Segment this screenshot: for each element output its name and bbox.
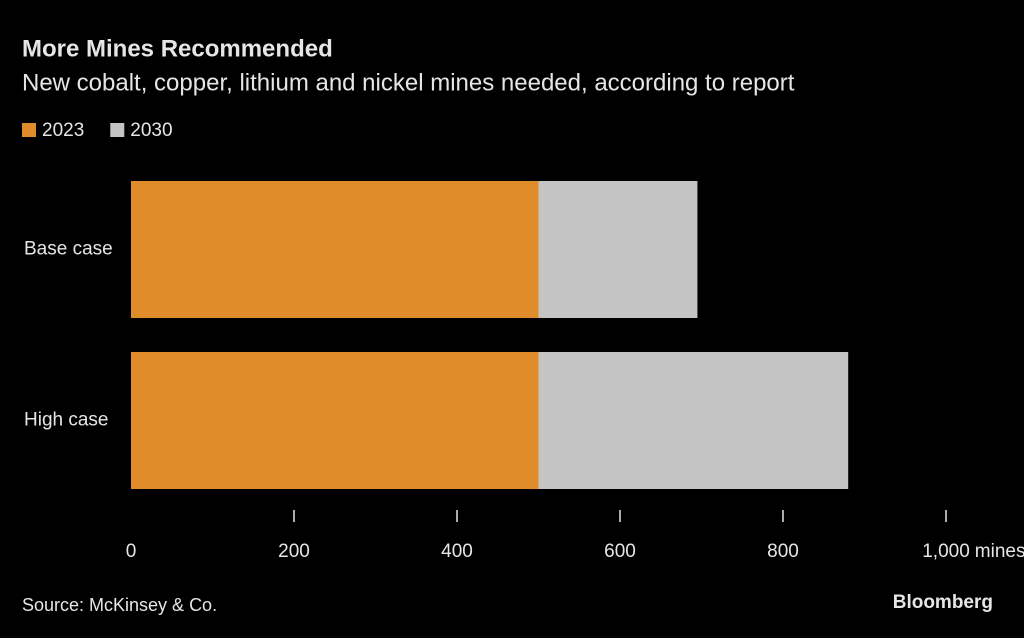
source: Source: McKinsey & Co.	[22, 595, 217, 615]
legend-label: 2030	[130, 120, 172, 141]
legend-swatch	[22, 123, 36, 137]
x-tick-label: 400	[441, 541, 473, 562]
legend-swatch	[110, 123, 125, 137]
chart-title: More Mines Recommended	[22, 35, 333, 62]
y-tick-label: High case	[24, 410, 109, 431]
x-tick-label: 200	[278, 541, 310, 562]
bar-segment	[131, 352, 539, 489]
x-unit: mines	[975, 541, 1024, 562]
bar-segment	[538, 181, 698, 318]
chart-subtitle: New cobalt, copper, lithium and nickel m…	[22, 69, 795, 96]
brand: Bloomberg	[893, 592, 993, 613]
x-tick-label: 800	[767, 541, 799, 562]
bar-segment	[131, 181, 539, 318]
x-tick-label: 1,000	[922, 541, 970, 562]
x-tick-label: 0	[126, 541, 137, 562]
x-tick-label: 600	[604, 541, 636, 562]
y-tick-label: Base case	[24, 239, 113, 260]
bar-segment	[538, 352, 849, 489]
legend-label: 2023	[42, 120, 84, 141]
